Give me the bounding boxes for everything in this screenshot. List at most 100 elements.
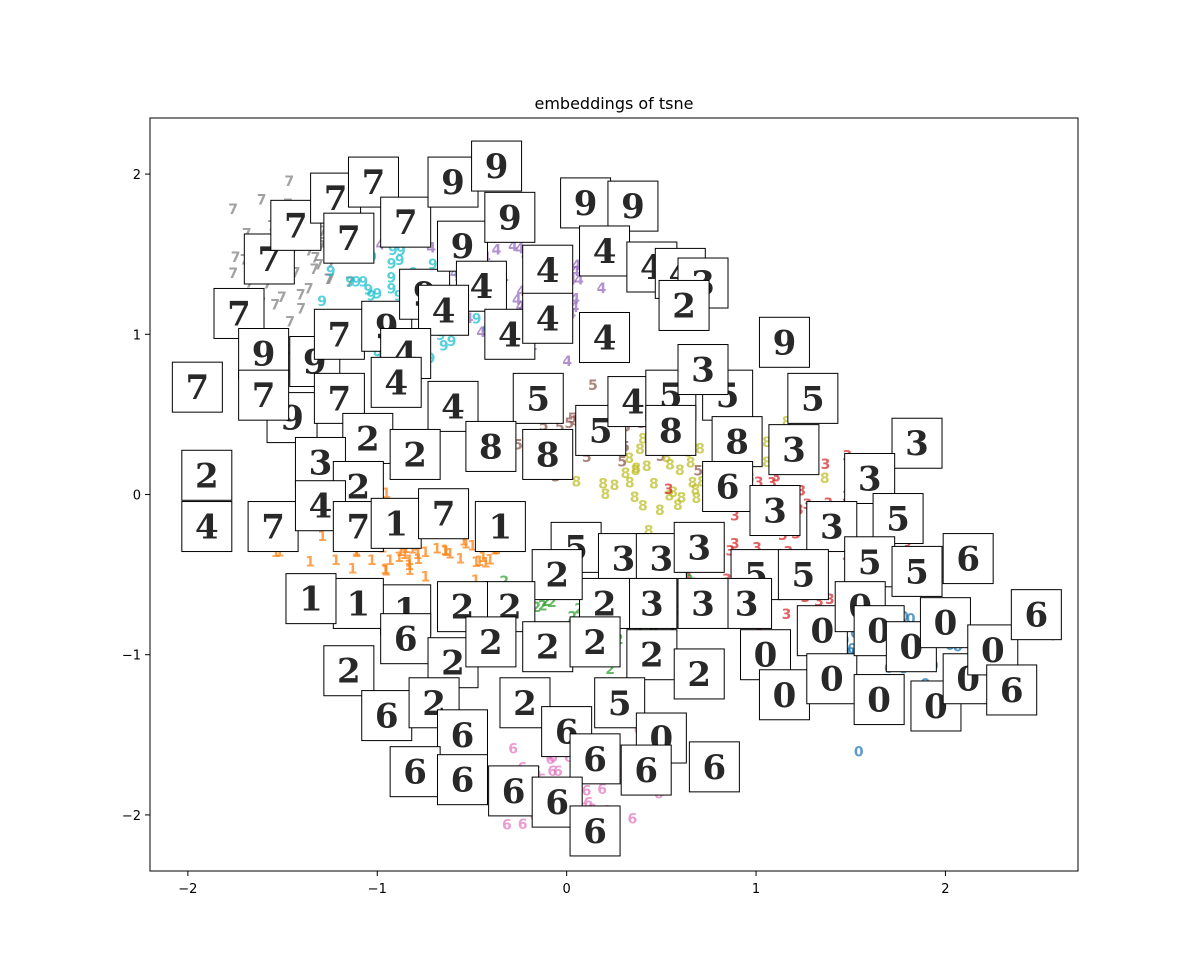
- thumbnail-digit: 3: [905, 424, 929, 464]
- thumbnail-digit: 5: [886, 500, 910, 540]
- digit-thumbnail: 5: [872, 493, 924, 545]
- digit-point-5: 5: [582, 450, 592, 466]
- digit-point-3: 3: [821, 457, 831, 473]
- thumbnail-digit: 4: [195, 508, 219, 548]
- digit-point-6: 6: [583, 796, 593, 812]
- thumbnail-digit: 0: [981, 631, 1005, 671]
- digit-thumbnail: 9: [427, 156, 479, 208]
- digit-point-7: 7: [310, 262, 320, 278]
- digit-point-1: 1: [485, 553, 495, 569]
- digit-point-3: 3: [771, 469, 781, 485]
- thumbnail-frame: [370, 497, 422, 549]
- thumbnail-digit: 2: [403, 435, 427, 475]
- thumbnail-digit: 6: [956, 540, 980, 580]
- digit-point-6: 6: [546, 752, 556, 768]
- digit-thumbnail: 9: [484, 191, 536, 243]
- chart-title: embeddings of tsne: [534, 94, 693, 113]
- thumbnail-digit: 0: [754, 636, 778, 676]
- digit-point-5: 5: [568, 411, 578, 427]
- digit-point-5: 5: [539, 418, 549, 434]
- digit-thumbnail: 8: [645, 404, 697, 456]
- thumbnail-frame: [569, 616, 621, 668]
- digit-point-7: 7: [270, 298, 280, 314]
- digit-thumbnail: 2: [181, 449, 233, 501]
- digit-point-6: 6: [502, 818, 512, 834]
- y-tick-label: 0: [133, 489, 141, 504]
- thumbnail-digit: 4: [384, 363, 408, 403]
- thumbnail-frame: [181, 501, 233, 553]
- thumbnail-digit: 4: [593, 318, 617, 358]
- thumbnail-frame: [768, 424, 820, 476]
- digit-point-8: 8: [662, 450, 672, 466]
- digit-point-1: 1: [445, 546, 455, 562]
- thumbnail-digit: 4: [498, 315, 522, 355]
- digit-point-9: 9: [372, 287, 382, 303]
- thumbnail-digit: 2: [346, 467, 370, 507]
- digit-thumbnail: 2: [323, 645, 375, 697]
- x-tick-label: 1: [752, 882, 760, 897]
- digit-point-1: 1: [367, 553, 377, 569]
- digit-point-3: 3: [730, 509, 740, 525]
- thumbnail-frame: [389, 428, 441, 480]
- digit-point-4: 4: [508, 239, 518, 255]
- thumbnail-digit: 6: [716, 467, 740, 507]
- thumbnail-digit: 6: [583, 812, 607, 852]
- thumbnail-frame: [522, 621, 574, 673]
- digit-point-1: 1: [348, 561, 358, 577]
- digit-point-6: 6: [508, 741, 518, 757]
- thumbnail-digit: 6: [634, 751, 658, 791]
- digit-point-8: 8: [635, 442, 645, 458]
- digit-thumbnail: 0: [758, 669, 810, 721]
- thumbnail-digit: 8: [479, 427, 503, 467]
- digit-point-7: 7: [228, 202, 238, 218]
- thumbnail-digit: 3: [735, 584, 759, 624]
- thumbnail-digit: 5: [526, 379, 550, 419]
- digit-point-4: 4: [516, 299, 526, 315]
- digit-thumbnail: 3: [626, 577, 678, 629]
- digit-point-9: 9: [436, 328, 446, 344]
- thumbnail-frame: [777, 549, 829, 601]
- digit-point-7: 7: [228, 266, 238, 282]
- thumbnail-digit: 9: [574, 184, 598, 224]
- digit-thumbnail: 3: [806, 501, 858, 553]
- thumbnail-digit: 5: [792, 556, 816, 596]
- digit-point-4: 4: [450, 266, 460, 282]
- thumbnail-digit: 9: [498, 198, 522, 238]
- thumbnail-digit: 3: [691, 584, 715, 624]
- thumbnail-frame: [658, 279, 710, 331]
- thumbnail-frame: [418, 488, 470, 540]
- digit-thumbnail: 6: [361, 690, 413, 742]
- thumbnail-frame: [380, 196, 432, 248]
- thumbnail-frame: [1010, 589, 1062, 641]
- thumbnail-digit: 9: [773, 323, 797, 363]
- digit-point-6: 6: [548, 750, 558, 766]
- digit-point-1: 1: [420, 570, 430, 586]
- digit-thumbnail: 4: [522, 244, 574, 296]
- thumbnail-digit: 0: [924, 687, 948, 727]
- digit-point-4: 4: [574, 272, 584, 288]
- digit-thumbnail: 2: [673, 648, 725, 700]
- thumbnail-frame: [370, 356, 422, 408]
- thumbnail-digit: 4: [309, 487, 333, 527]
- digit-thumbnail: 1: [285, 573, 337, 625]
- thumbnail-frame: [919, 597, 971, 649]
- digit-point-9: 9: [387, 256, 397, 272]
- thumbnail-frame: [418, 284, 470, 336]
- thumbnail-frame: [471, 140, 523, 192]
- digit-thumbnail: 5: [787, 372, 839, 424]
- digit-point-2: 2: [538, 598, 548, 614]
- digit-thumbnail: 3: [673, 521, 725, 573]
- digit-point-4: 4: [562, 354, 572, 370]
- digit-point-8: 8: [598, 477, 608, 493]
- thumbnail-digit: 4: [621, 383, 645, 423]
- digit-thumbnail: 8: [522, 428, 574, 480]
- thumbnail-frame: [806, 501, 858, 553]
- thumbnail-digit: 2: [337, 652, 361, 692]
- digit-thumbnail: 3: [721, 577, 773, 629]
- digit-point-8: 8: [665, 458, 675, 474]
- digit-point-2: 2: [673, 603, 683, 619]
- thumbnail-frame: [721, 577, 773, 629]
- thumbnail-frame: [569, 733, 621, 785]
- thumbnail-digit: 7: [284, 206, 308, 246]
